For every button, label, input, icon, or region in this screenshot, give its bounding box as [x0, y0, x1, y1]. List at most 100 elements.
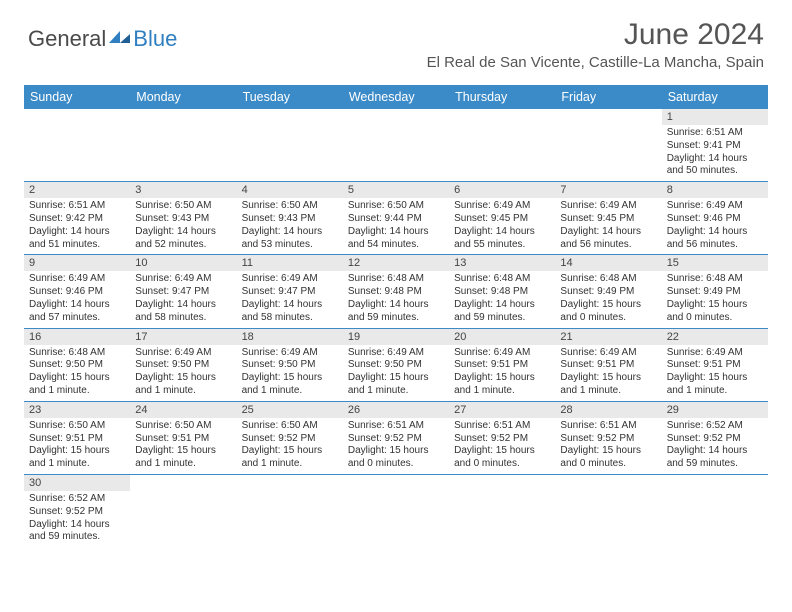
- daylight-line: Daylight: 14 hours and 57 minutes.: [29, 299, 125, 325]
- daylight-line: Daylight: 14 hours and 56 minutes.: [560, 226, 656, 252]
- calendar-day-cell: 21Sunrise: 6:49 AMSunset: 9:51 PMDayligh…: [555, 328, 661, 401]
- day-number: 26: [343, 402, 449, 418]
- calendar-day-cell: 10Sunrise: 6:49 AMSunset: 9:47 PMDayligh…: [130, 255, 236, 328]
- daylight-line: Daylight: 14 hours and 59 minutes.: [667, 445, 763, 471]
- weekday-header-row: SundayMondayTuesdayWednesdayThursdayFrid…: [24, 85, 768, 109]
- day-details: Sunrise: 6:49 AMSunset: 9:47 PMDaylight:…: [237, 271, 343, 327]
- day-details: Sunrise: 6:49 AMSunset: 9:46 PMDaylight:…: [24, 271, 130, 327]
- sunrise-line: Sunrise: 6:51 AM: [29, 200, 125, 213]
- calendar-day-cell: 19Sunrise: 6:49 AMSunset: 9:50 PMDayligh…: [343, 328, 449, 401]
- day-number: 20: [449, 329, 555, 345]
- calendar-day-cell: 7Sunrise: 6:49 AMSunset: 9:45 PMDaylight…: [555, 182, 661, 255]
- daylight-line: Daylight: 15 hours and 1 minute.: [454, 372, 550, 398]
- day-number: 14: [555, 255, 661, 271]
- day-details: Sunrise: 6:52 AMSunset: 9:52 PMDaylight:…: [662, 418, 768, 474]
- day-number: 19: [343, 329, 449, 345]
- day-details: Sunrise: 6:51 AMSunset: 9:41 PMDaylight:…: [662, 125, 768, 181]
- day-details: Sunrise: 6:48 AMSunset: 9:50 PMDaylight:…: [24, 345, 130, 401]
- daylight-line: Daylight: 15 hours and 1 minute.: [242, 445, 338, 471]
- sunset-line: Sunset: 9:43 PM: [242, 213, 338, 226]
- day-details: Sunrise: 6:48 AMSunset: 9:48 PMDaylight:…: [449, 271, 555, 327]
- sunset-line: Sunset: 9:50 PM: [135, 359, 231, 372]
- sunset-line: Sunset: 9:47 PM: [242, 286, 338, 299]
- calendar-week-row: 30Sunrise: 6:52 AMSunset: 9:52 PMDayligh…: [24, 474, 768, 547]
- calendar-day-cell: 4Sunrise: 6:50 AMSunset: 9:43 PMDaylight…: [237, 182, 343, 255]
- day-details: Sunrise: 6:48 AMSunset: 9:49 PMDaylight:…: [555, 271, 661, 327]
- daylight-line: Daylight: 15 hours and 0 minutes.: [667, 299, 763, 325]
- calendar-day-cell: 12Sunrise: 6:48 AMSunset: 9:48 PMDayligh…: [343, 255, 449, 328]
- day-details: Sunrise: 6:51 AMSunset: 9:52 PMDaylight:…: [449, 418, 555, 474]
- calendar-day-cell: 23Sunrise: 6:50 AMSunset: 9:51 PMDayligh…: [24, 401, 130, 474]
- sunrise-line: Sunrise: 6:48 AM: [29, 347, 125, 360]
- title-block: June 2024 El Real de San Vicente, Castil…: [427, 18, 764, 71]
- sunrise-line: Sunrise: 6:49 AM: [667, 200, 763, 213]
- day-number: 12: [343, 255, 449, 271]
- sunset-line: Sunset: 9:52 PM: [560, 433, 656, 446]
- day-number: 23: [24, 402, 130, 418]
- daylight-line: Daylight: 15 hours and 0 minutes.: [560, 445, 656, 471]
- sunrise-line: Sunrise: 6:50 AM: [242, 200, 338, 213]
- day-details: Sunrise: 6:50 AMSunset: 9:44 PMDaylight:…: [343, 198, 449, 254]
- daylight-line: Daylight: 15 hours and 1 minute.: [242, 372, 338, 398]
- sunrise-line: Sunrise: 6:50 AM: [242, 420, 338, 433]
- calendar-week-row: 1Sunrise: 6:51 AMSunset: 9:41 PMDaylight…: [24, 109, 768, 182]
- daylight-line: Daylight: 14 hours and 59 minutes.: [29, 519, 125, 545]
- daylight-line: Daylight: 15 hours and 1 minute.: [29, 372, 125, 398]
- day-details: Sunrise: 6:49 AMSunset: 9:50 PMDaylight:…: [237, 345, 343, 401]
- calendar-day-cell: [130, 474, 236, 547]
- day-details: Sunrise: 6:49 AMSunset: 9:45 PMDaylight:…: [449, 198, 555, 254]
- sunrise-line: Sunrise: 6:49 AM: [242, 273, 338, 286]
- daylight-line: Daylight: 14 hours and 59 minutes.: [454, 299, 550, 325]
- sunrise-line: Sunrise: 6:49 AM: [242, 347, 338, 360]
- calendar-day-cell: 29Sunrise: 6:52 AMSunset: 9:52 PMDayligh…: [662, 401, 768, 474]
- sunrise-line: Sunrise: 6:49 AM: [560, 347, 656, 360]
- sunset-line: Sunset: 9:47 PM: [135, 286, 231, 299]
- day-number: 4: [237, 182, 343, 198]
- day-number: 10: [130, 255, 236, 271]
- day-details: Sunrise: 6:49 AMSunset: 9:51 PMDaylight:…: [555, 345, 661, 401]
- calendar-day-cell: 14Sunrise: 6:48 AMSunset: 9:49 PMDayligh…: [555, 255, 661, 328]
- day-details: Sunrise: 6:49 AMSunset: 9:51 PMDaylight:…: [449, 345, 555, 401]
- calendar-day-cell: 5Sunrise: 6:50 AMSunset: 9:44 PMDaylight…: [343, 182, 449, 255]
- daylight-line: Daylight: 14 hours and 58 minutes.: [135, 299, 231, 325]
- day-number: 9: [24, 255, 130, 271]
- sunset-line: Sunset: 9:51 PM: [667, 359, 763, 372]
- daylight-line: Daylight: 14 hours and 51 minutes.: [29, 226, 125, 252]
- calendar-day-cell: 27Sunrise: 6:51 AMSunset: 9:52 PMDayligh…: [449, 401, 555, 474]
- sunset-line: Sunset: 9:51 PM: [454, 359, 550, 372]
- day-number: 8: [662, 182, 768, 198]
- calendar-day-cell: [555, 109, 661, 182]
- day-details: Sunrise: 6:52 AMSunset: 9:52 PMDaylight:…: [24, 491, 130, 547]
- day-number: 13: [449, 255, 555, 271]
- day-number: 28: [555, 402, 661, 418]
- day-details: Sunrise: 6:49 AMSunset: 9:50 PMDaylight:…: [130, 345, 236, 401]
- daylight-line: Daylight: 15 hours and 1 minute.: [560, 372, 656, 398]
- daylight-line: Daylight: 14 hours and 54 minutes.: [348, 226, 444, 252]
- day-details: Sunrise: 6:51 AMSunset: 9:52 PMDaylight:…: [343, 418, 449, 474]
- weekday-header: Thursday: [449, 85, 555, 109]
- sunset-line: Sunset: 9:49 PM: [560, 286, 656, 299]
- daylight-line: Daylight: 14 hours and 59 minutes.: [348, 299, 444, 325]
- day-details: Sunrise: 6:50 AMSunset: 9:43 PMDaylight:…: [130, 198, 236, 254]
- day-details: Sunrise: 6:49 AMSunset: 9:50 PMDaylight:…: [343, 345, 449, 401]
- sunset-line: Sunset: 9:45 PM: [454, 213, 550, 226]
- sunset-line: Sunset: 9:46 PM: [667, 213, 763, 226]
- calendar-table: SundayMondayTuesdayWednesdayThursdayFrid…: [24, 85, 768, 547]
- calendar-week-row: 9Sunrise: 6:49 AMSunset: 9:46 PMDaylight…: [24, 255, 768, 328]
- sunrise-line: Sunrise: 6:51 AM: [454, 420, 550, 433]
- sunrise-line: Sunrise: 6:48 AM: [348, 273, 444, 286]
- day-number: 2: [24, 182, 130, 198]
- sunset-line: Sunset: 9:52 PM: [667, 433, 763, 446]
- sunrise-line: Sunrise: 6:49 AM: [135, 347, 231, 360]
- sunrise-line: Sunrise: 6:49 AM: [348, 347, 444, 360]
- calendar-day-cell: [130, 109, 236, 182]
- calendar-day-cell: 13Sunrise: 6:48 AMSunset: 9:48 PMDayligh…: [449, 255, 555, 328]
- day-number: 25: [237, 402, 343, 418]
- calendar-day-cell: [343, 109, 449, 182]
- day-number: 16: [24, 329, 130, 345]
- day-number: 17: [130, 329, 236, 345]
- sunset-line: Sunset: 9:50 PM: [348, 359, 444, 372]
- calendar-day-cell: 30Sunrise: 6:52 AMSunset: 9:52 PMDayligh…: [24, 474, 130, 547]
- calendar-day-cell: 1Sunrise: 6:51 AMSunset: 9:41 PMDaylight…: [662, 109, 768, 182]
- daylight-line: Daylight: 15 hours and 1 minute.: [348, 372, 444, 398]
